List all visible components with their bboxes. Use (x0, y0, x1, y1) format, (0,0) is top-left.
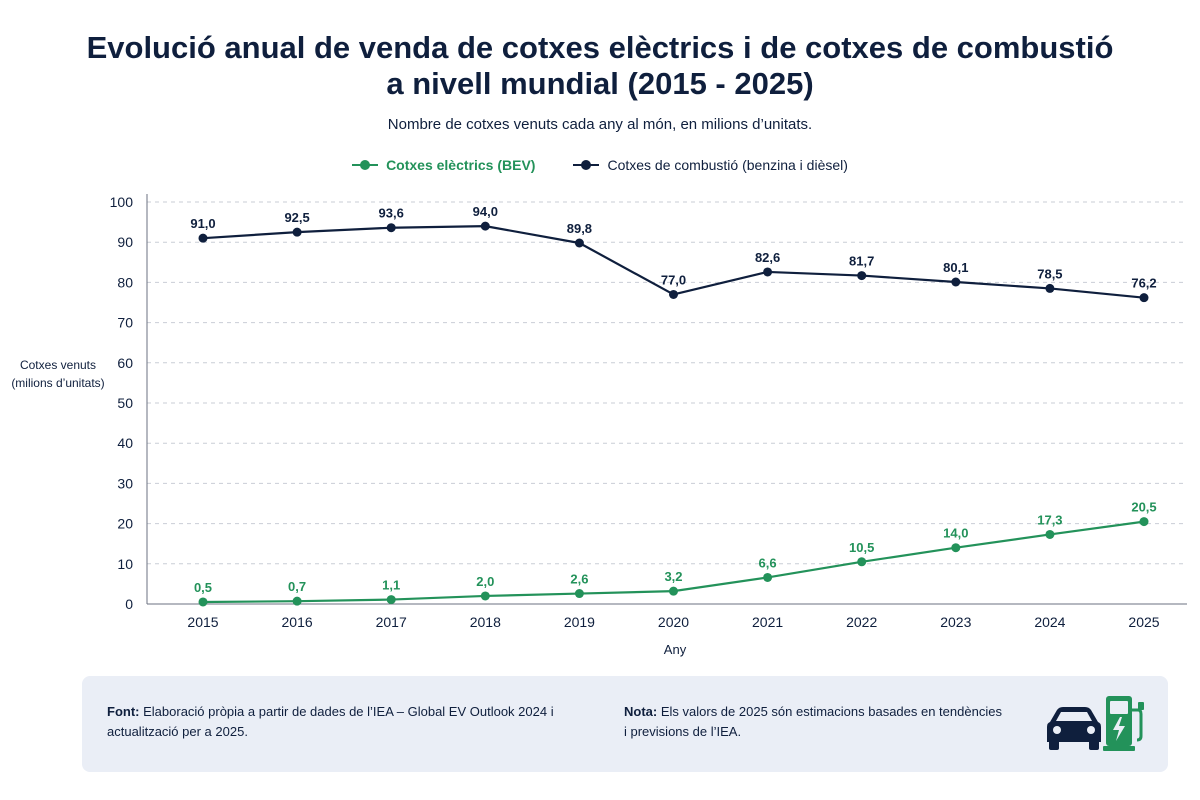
x-axis-title: Any (664, 642, 687, 657)
data-point-ev (574, 589, 584, 599)
footer-panel: Font: Elaboració pròpia a partir de dade… (82, 676, 1168, 772)
data-label-ev: 2,6 (570, 572, 588, 587)
data-label-ice: 89,8 (567, 221, 592, 236)
data-point-ice (669, 289, 678, 299)
legend-item-ev: Cotxes elèctrics (BEV) (352, 157, 535, 173)
data-label-ev: 17,3 (1037, 512, 1062, 527)
legend-swatch-ev-icon (352, 159, 379, 171)
data-label-ice: 80,1 (943, 260, 968, 275)
note-text: Els valors de 2025 són estimacions basad… (624, 704, 1002, 739)
legend-label-ice: Cotxes de combustió (benzina i dièsel) (607, 157, 848, 173)
note-label: Nota: (624, 704, 658, 719)
data-point-ice (386, 223, 396, 233)
data-point-ice (574, 238, 584, 248)
data-point-ice (198, 233, 208, 243)
data-label-ice: 78,5 (1037, 266, 1062, 281)
source-note: Font: Elaboració pròpia a partir de dade… (107, 702, 577, 742)
ev-charger-icon (1103, 696, 1144, 751)
grid (147, 201, 1187, 565)
data-label-ev: 1,1 (382, 578, 400, 593)
legend: Cotxes elèctrics (BEV) Cotxes de combust… (0, 157, 1200, 173)
y-tick-label: 40 (117, 435, 133, 451)
data-label-ev: 10,5 (849, 540, 874, 555)
x-tick-label: 2024 (1034, 614, 1065, 630)
series (198, 221, 1149, 607)
y-axis-title: Cotxes venuts (milions d’unitats) (0, 356, 116, 392)
data-label-ice: 81,7 (849, 254, 874, 269)
data-label-ice: 77,0 (661, 272, 686, 287)
data-point-ice (951, 277, 961, 287)
x-tick-label: 2023 (940, 614, 971, 630)
x-tick-label: 2015 (187, 614, 218, 630)
data-label-ev: 14,0 (943, 526, 968, 541)
source-label: Font: (107, 704, 140, 719)
x-tick-label: 2021 (752, 614, 783, 630)
data-point-ev (480, 591, 490, 601)
chart-title-line1: Evolució anual de venda de cotxes elèctr… (86, 30, 1114, 65)
y-tick-label: 50 (117, 395, 133, 411)
data-point-ice (480, 221, 490, 231)
x-tick-label: 2019 (564, 614, 595, 630)
line-chart: 0 10 20 30 40 50 60 70 80 90 100 2015 2016 2017 2018 20… (110, 194, 1187, 657)
data-point-ev (198, 597, 208, 607)
legend-swatch-ice-icon (573, 159, 600, 171)
data-point-ice (292, 227, 302, 237)
y-tick-label: 30 (117, 475, 133, 491)
data-point-ev (386, 595, 396, 605)
y-tick-label: 70 (117, 315, 133, 331)
chart-title: Evolució anual de venda de cotxes elèctr… (0, 30, 1200, 102)
x-tick-label: 2018 (470, 614, 501, 630)
y-tick-label: 20 (117, 516, 133, 532)
y-tick-label: 80 (117, 274, 133, 290)
data-point-ice (1045, 283, 1055, 293)
data-label-ice: 76,2 (1131, 276, 1156, 291)
data-label-ev: 0,5 (194, 580, 212, 595)
y-tick-label: 60 (117, 355, 133, 371)
source-text: Elaboració pròpia a partir de dades de l… (107, 704, 554, 739)
data-labels: 0,5 0,7 1,1 2,0 2,6 3,2 6,6 10,5 14,0 17,3 20,5 91,… (190, 204, 1156, 595)
ev-illustration (1047, 696, 1144, 751)
axes: 0 10 20 30 40 50 60 70 80 90 100 2015 2016 2017 2018 20… (110, 194, 1187, 630)
data-label-ice: 94,0 (473, 204, 498, 219)
y-axis-title-line1: Cotxes venuts (19, 358, 97, 372)
estimate-note: Nota: Els valors de 2025 són estimacions… (624, 702, 1004, 742)
data-point-ev (1045, 529, 1055, 539)
car-icon (1047, 707, 1101, 750)
data-label-ice: 91,0 (190, 216, 215, 231)
data-label-ev: 6,6 (759, 555, 777, 570)
data-point-ev (951, 543, 961, 553)
data-label-ice: 82,6 (755, 250, 780, 265)
x-tick-label: 2025 (1128, 614, 1159, 630)
data-point-ice (763, 267, 773, 277)
y-tick-label: 10 (117, 556, 133, 572)
data-point-ice (1139, 293, 1149, 303)
data-point-ice (857, 271, 867, 281)
data-point-ev (669, 586, 678, 596)
legend-item-ice: Cotxes de combustió (benzina i dièsel) (573, 157, 848, 173)
x-tick-label: 2022 (846, 614, 877, 630)
data-label-ice: 93,6 (379, 206, 404, 221)
x-tick-label: 2017 (376, 614, 407, 630)
data-label-ev: 2,0 (476, 574, 494, 589)
y-tick-label: 90 (117, 234, 133, 250)
data-point-ev (763, 572, 773, 582)
data-label-ev: 0,7 (288, 579, 306, 594)
data-label-ice: 92,5 (284, 210, 309, 225)
chart-subtitle: Nombre de cotxes venuts cada any al món,… (387, 116, 813, 133)
y-tick-label: 0 (125, 596, 133, 612)
y-axis-title-line2: (milions d’unitats) (11, 376, 105, 390)
data-label-ev: 20,5 (1131, 500, 1156, 515)
data-point-ev (857, 557, 867, 567)
x-tick-label: 2020 (658, 614, 689, 630)
chart-title-line2: a nivell mundial (2015 - 2025) (386, 66, 814, 101)
data-point-ev (292, 596, 302, 606)
legend-label-ev: Cotxes elèctrics (BEV) (386, 157, 536, 173)
data-point-ev (1139, 517, 1149, 527)
data-label-ev: 3,2 (664, 569, 682, 584)
x-tick-label: 2016 (282, 614, 313, 630)
y-tick-label: 100 (110, 194, 134, 210)
